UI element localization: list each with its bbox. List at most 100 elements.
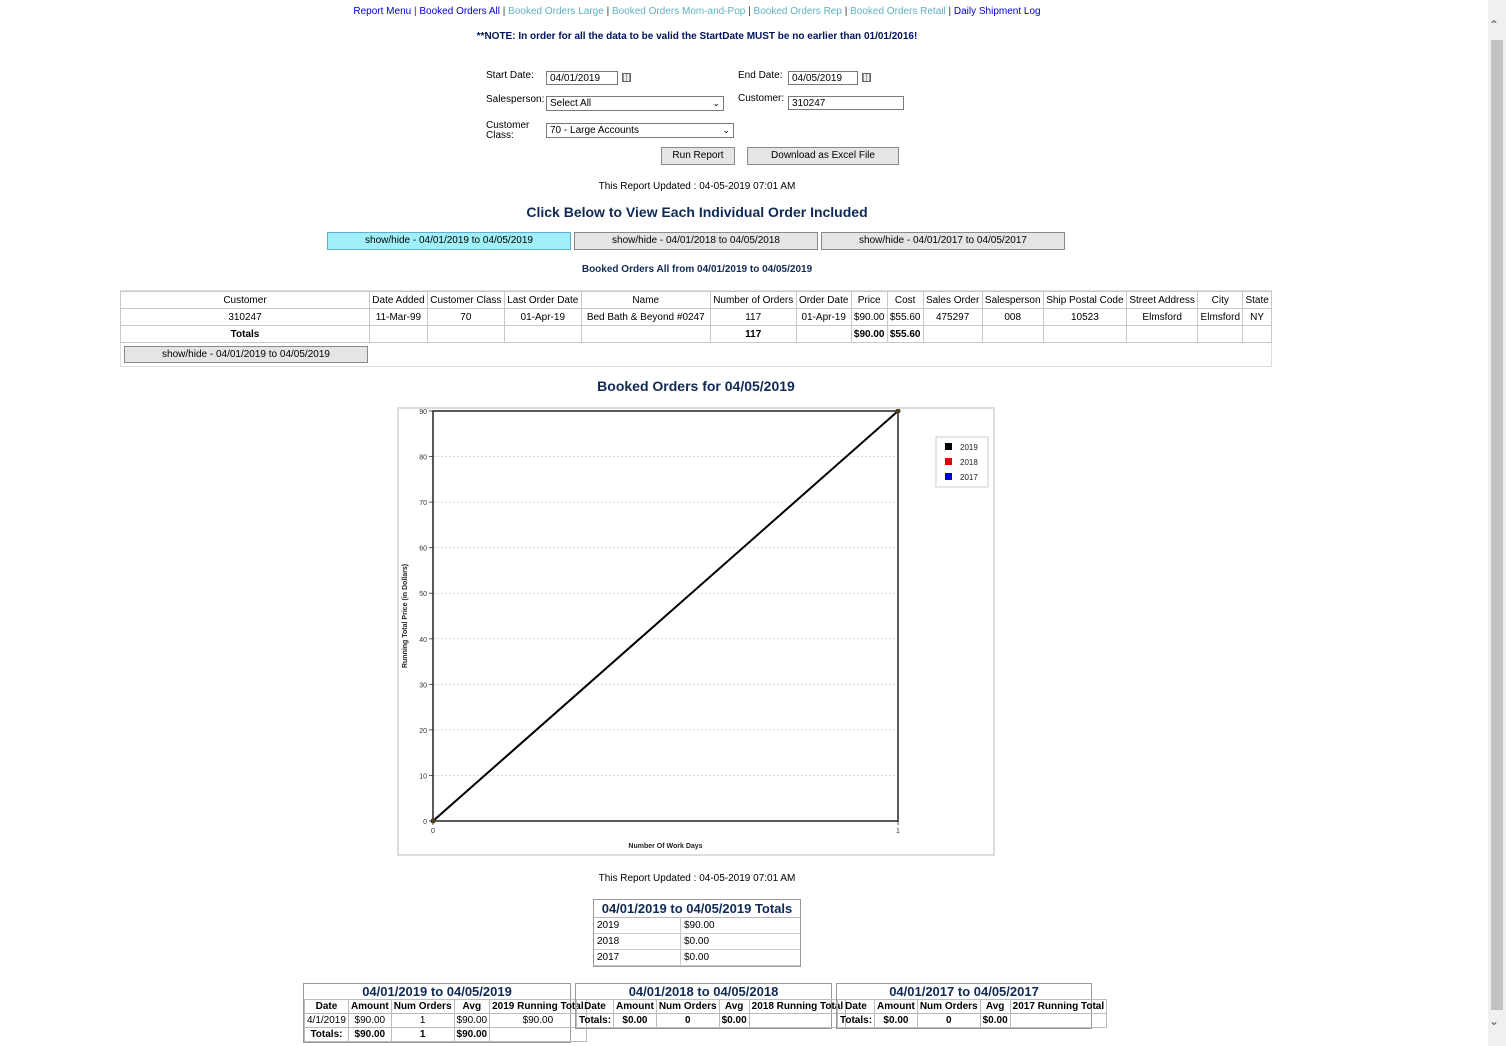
start-date-label: Start Date: <box>486 70 534 81</box>
cell-amount: $90.00 <box>347 1027 392 1042</box>
col-city: City <box>1197 291 1244 309</box>
cell-cost: $55.60 <box>886 308 924 326</box>
col-cost: Cost <box>886 291 924 309</box>
col-running-total: 2019 Running Total <box>489 999 587 1014</box>
end-date-label: End Date: <box>738 70 783 81</box>
cell-num-orders: 0 <box>916 1013 981 1028</box>
salesperson-selected: Select All <box>550 98 592 109</box>
nav-booked-orders-all[interactable]: Booked Orders All <box>419 6 500 17</box>
col-amount: Amount <box>874 999 918 1014</box>
cell-order-date: 01-Apr-19 <box>795 308 852 326</box>
col-customer-class: Customer Class <box>426 291 505 309</box>
plot-area <box>432 410 899 822</box>
year-table-header: Date Amount Num Orders Avg 2018 Running … <box>575 999 847 1014</box>
year-table: Date Amount Num Orders Avg 2018 Running … <box>575 999 847 1028</box>
cell-running-total <box>748 1013 847 1028</box>
legend-swatch-2019 <box>945 443 952 450</box>
customer-class-label: Customer Class: <box>486 121 529 141</box>
cell-customer: 310247 <box>120 308 370 326</box>
col-date: Date <box>575 999 615 1014</box>
legend <box>935 436 989 488</box>
cell-customer-class: 70 <box>426 308 505 326</box>
data-point <box>895 408 901 414</box>
customer-class-label-line1: Customer <box>486 120 530 131</box>
cell-num-orders: 1 <box>390 1027 455 1042</box>
scrollbar-thumb[interactable] <box>1491 40 1503 1010</box>
amount-cell: $90.00 <box>680 918 800 934</box>
scroll-up-icon[interactable]: ⌃ <box>1489 18 1500 32</box>
report-updated-text-2: This Report Updated : 04-05-2019 07:01 A… <box>598 873 796 884</box>
col-price: Price <box>850 291 888 309</box>
salesperson-select[interactable]: Select All ⌄ <box>546 96 724 111</box>
nav-separator: | <box>502 6 506 17</box>
nav-booked-orders-large[interactable]: Booked Orders Large <box>508 6 604 17</box>
nav-separator: | <box>844 6 848 17</box>
col-ship-postal-code: Ship Postal Code <box>1042 291 1127 309</box>
y-tick-label: 50 <box>419 591 427 598</box>
cell-avg: $0.00 <box>979 1013 1011 1028</box>
col-avg: Avg <box>979 999 1011 1014</box>
year-table-2019: 04/01/2019 to 04/05/2019 Date Amount Num… <box>303 983 587 1043</box>
end-calendar-icon[interactable] <box>862 73 871 82</box>
cell-state: NY <box>1242 308 1272 326</box>
tab-2018[interactable]: show/hide - 04/01/2018 to 04/05/2018 <box>574 232 818 250</box>
x-axis-label: Number Of Work Days <box>628 843 702 850</box>
nav-booked-orders-retail[interactable]: Booked Orders Retail <box>850 6 946 17</box>
start-date-input[interactable]: 04/01/2019 <box>546 71 618 85</box>
cell-running-total <box>489 1027 587 1042</box>
col-last-order-date: Last Order Date <box>503 291 582 309</box>
y-axis-label: Running Total Price (in Dollars) <box>402 564 409 668</box>
col-num-orders: Num Orders <box>916 999 981 1014</box>
salesperson-label: Salesperson: <box>486 94 545 105</box>
cell-running-total: $90.00 <box>489 1013 587 1028</box>
col-avg: Avg <box>718 999 750 1014</box>
cell-name: Bed Bath & Beyond #0247 <box>580 308 711 326</box>
nav-booked-orders-rep[interactable]: Booked Orders Rep <box>753 6 842 17</box>
tab-2017[interactable]: show/hide - 04/01/2017 to 04/05/2017 <box>821 232 1065 250</box>
run-report-button[interactable]: Run Report <box>661 147 735 165</box>
totals-row: Totals: $0.00 0 $0.00 <box>836 1013 1108 1028</box>
inner-show-hide-button[interactable]: show/hide - 04/01/2019 to 04/05/2019 <box>124 346 368 363</box>
cell-amount: $90.00 <box>347 1013 392 1028</box>
totals-label: Totals <box>120 325 370 343</box>
totals-price: $90.00 <box>850 325 888 343</box>
customer-input[interactable]: 310247 <box>788 96 904 110</box>
x-tick-label: 1 <box>896 828 900 835</box>
nav-booked-orders-mom-pop[interactable]: Booked Orders Mom-and-Pop <box>611 6 746 17</box>
nav-separator: | <box>948 6 952 17</box>
y-tick-label: 0 <box>423 819 427 826</box>
col-order-date: Order Date <box>795 291 852 309</box>
col-amount: Amount <box>613 999 657 1014</box>
tab-2019[interactable]: show/hide - 04/01/2019 to 04/05/2019 <box>327 232 571 250</box>
orders-header-row: Customer Date Added Customer Class Last … <box>120 291 1272 309</box>
download-excel-button[interactable]: Download as Excel File <box>747 147 899 165</box>
col-num-orders: Num Orders <box>655 999 720 1014</box>
customer-class-select[interactable]: 70 - Large Accounts ⌄ <box>546 123 734 138</box>
totals-orders: 117 <box>709 325 797 343</box>
cell-amount: $0.00 <box>874 1013 918 1028</box>
nav-daily-shipment-log[interactable]: Daily Shipment Log <box>953 6 1041 17</box>
col-date: Date <box>304 999 349 1014</box>
cell-totals-label: Totals: <box>575 1013 615 1028</box>
col-customer: Customer <box>120 291 370 309</box>
table-row: 2017 $0.00 <box>594 949 800 966</box>
y-tick-label: 10 <box>419 773 427 780</box>
totals-row: Totals: $0.00 0 $0.00 <box>575 1013 847 1028</box>
col-sales-order: Sales Order <box>922 291 983 309</box>
nav-report-menu[interactable]: Report Menu <box>353 6 412 17</box>
chart-title: Booked Orders for 04/05/2019 <box>597 378 795 394</box>
y-tick-label: 70 <box>419 500 427 507</box>
nav-separator: | <box>606 6 610 17</box>
year-table-2017: 04/01/2017 to 04/05/2017 Date Amount Num… <box>836 983 1108 1029</box>
report-updated-text: This Report Updated : 04-05-2019 07:01 A… <box>598 181 796 192</box>
y-tick-label: 30 <box>419 682 427 689</box>
col-num-orders: Num Orders <box>390 999 455 1014</box>
chart-frame: 0 10 20 30 40 50 60 70 80 90 0 1 Number Of Work Days… <box>397 407 995 856</box>
year-table-header: Date Amount Num Orders Avg 2019 Running … <box>304 999 587 1014</box>
scroll-down-icon[interactable]: ⌄ <box>1489 1014 1500 1028</box>
end-date-input[interactable]: 04/05/2019 <box>788 71 858 85</box>
amount-cell: $0.00 <box>680 949 800 966</box>
start-calendar-icon[interactable] <box>622 73 631 82</box>
year-table: Date Amount Num Orders Avg 2017 Running … <box>836 999 1108 1028</box>
cell-date: 4/1/2019 <box>304 1013 349 1028</box>
